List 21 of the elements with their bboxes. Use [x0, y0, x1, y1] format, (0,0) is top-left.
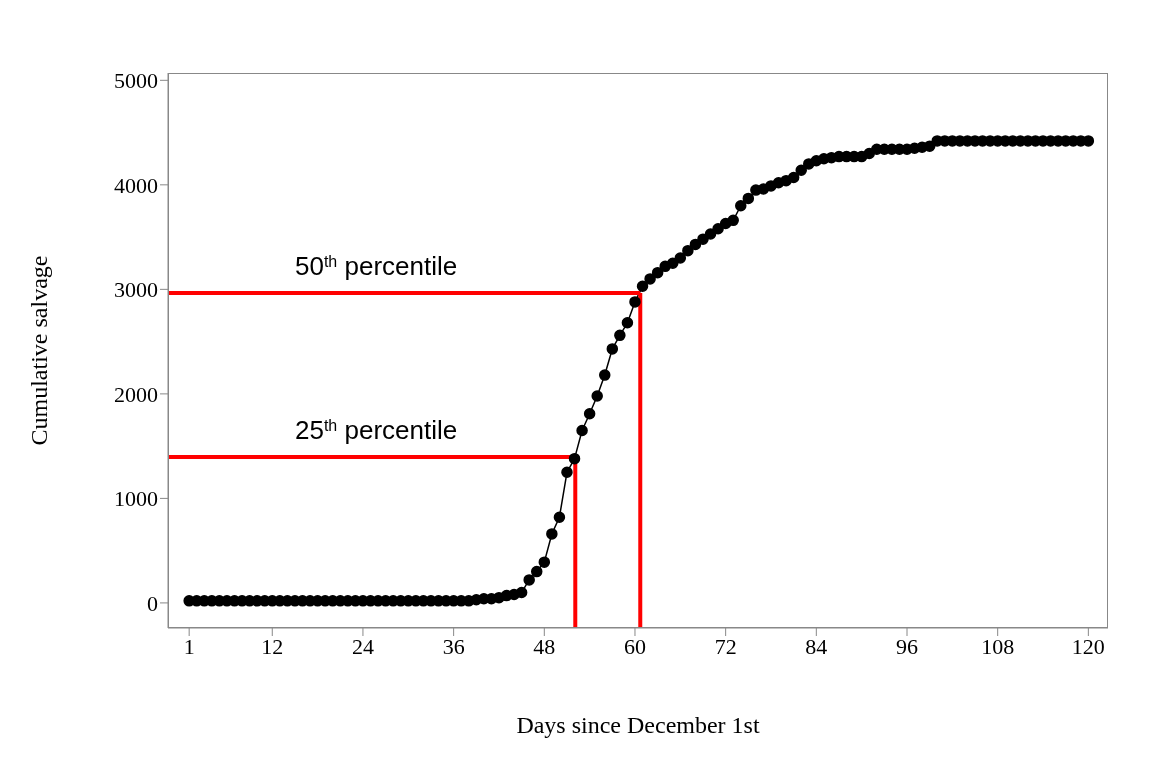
ref-line-label: 50$^{th}$ percentile	[295, 251, 458, 282]
x-tick-label: 108	[981, 633, 1015, 659]
x-tick-label: 24	[351, 633, 374, 659]
y-tick-label: 4000	[114, 172, 158, 198]
x-tick-label: 1	[183, 633, 195, 659]
x-axis-title: Days since December 1st	[516, 712, 760, 738]
x-tick-label: 12	[261, 633, 284, 659]
y-tick-label: 5000	[114, 68, 158, 94]
x-tick-label: 84	[805, 633, 828, 659]
y-tick-label: 2000	[114, 381, 158, 407]
y-tick-label: 3000	[114, 277, 158, 303]
y-axis-title: Cumulative salvage	[25, 255, 52, 446]
x-tick-label: 72	[714, 633, 737, 659]
x-tick-label: 48	[533, 633, 556, 659]
y-tick-label: 0	[147, 590, 158, 616]
y-tick-label: 1000	[114, 486, 158, 512]
ref-line-label: 25$^{th}$ percentile	[295, 415, 458, 446]
x-tick-label: 60	[623, 633, 646, 659]
x-tick-label: 96	[896, 633, 918, 659]
x-tick-label: 36	[442, 633, 465, 659]
x-tick-label: 120	[1071, 633, 1105, 659]
